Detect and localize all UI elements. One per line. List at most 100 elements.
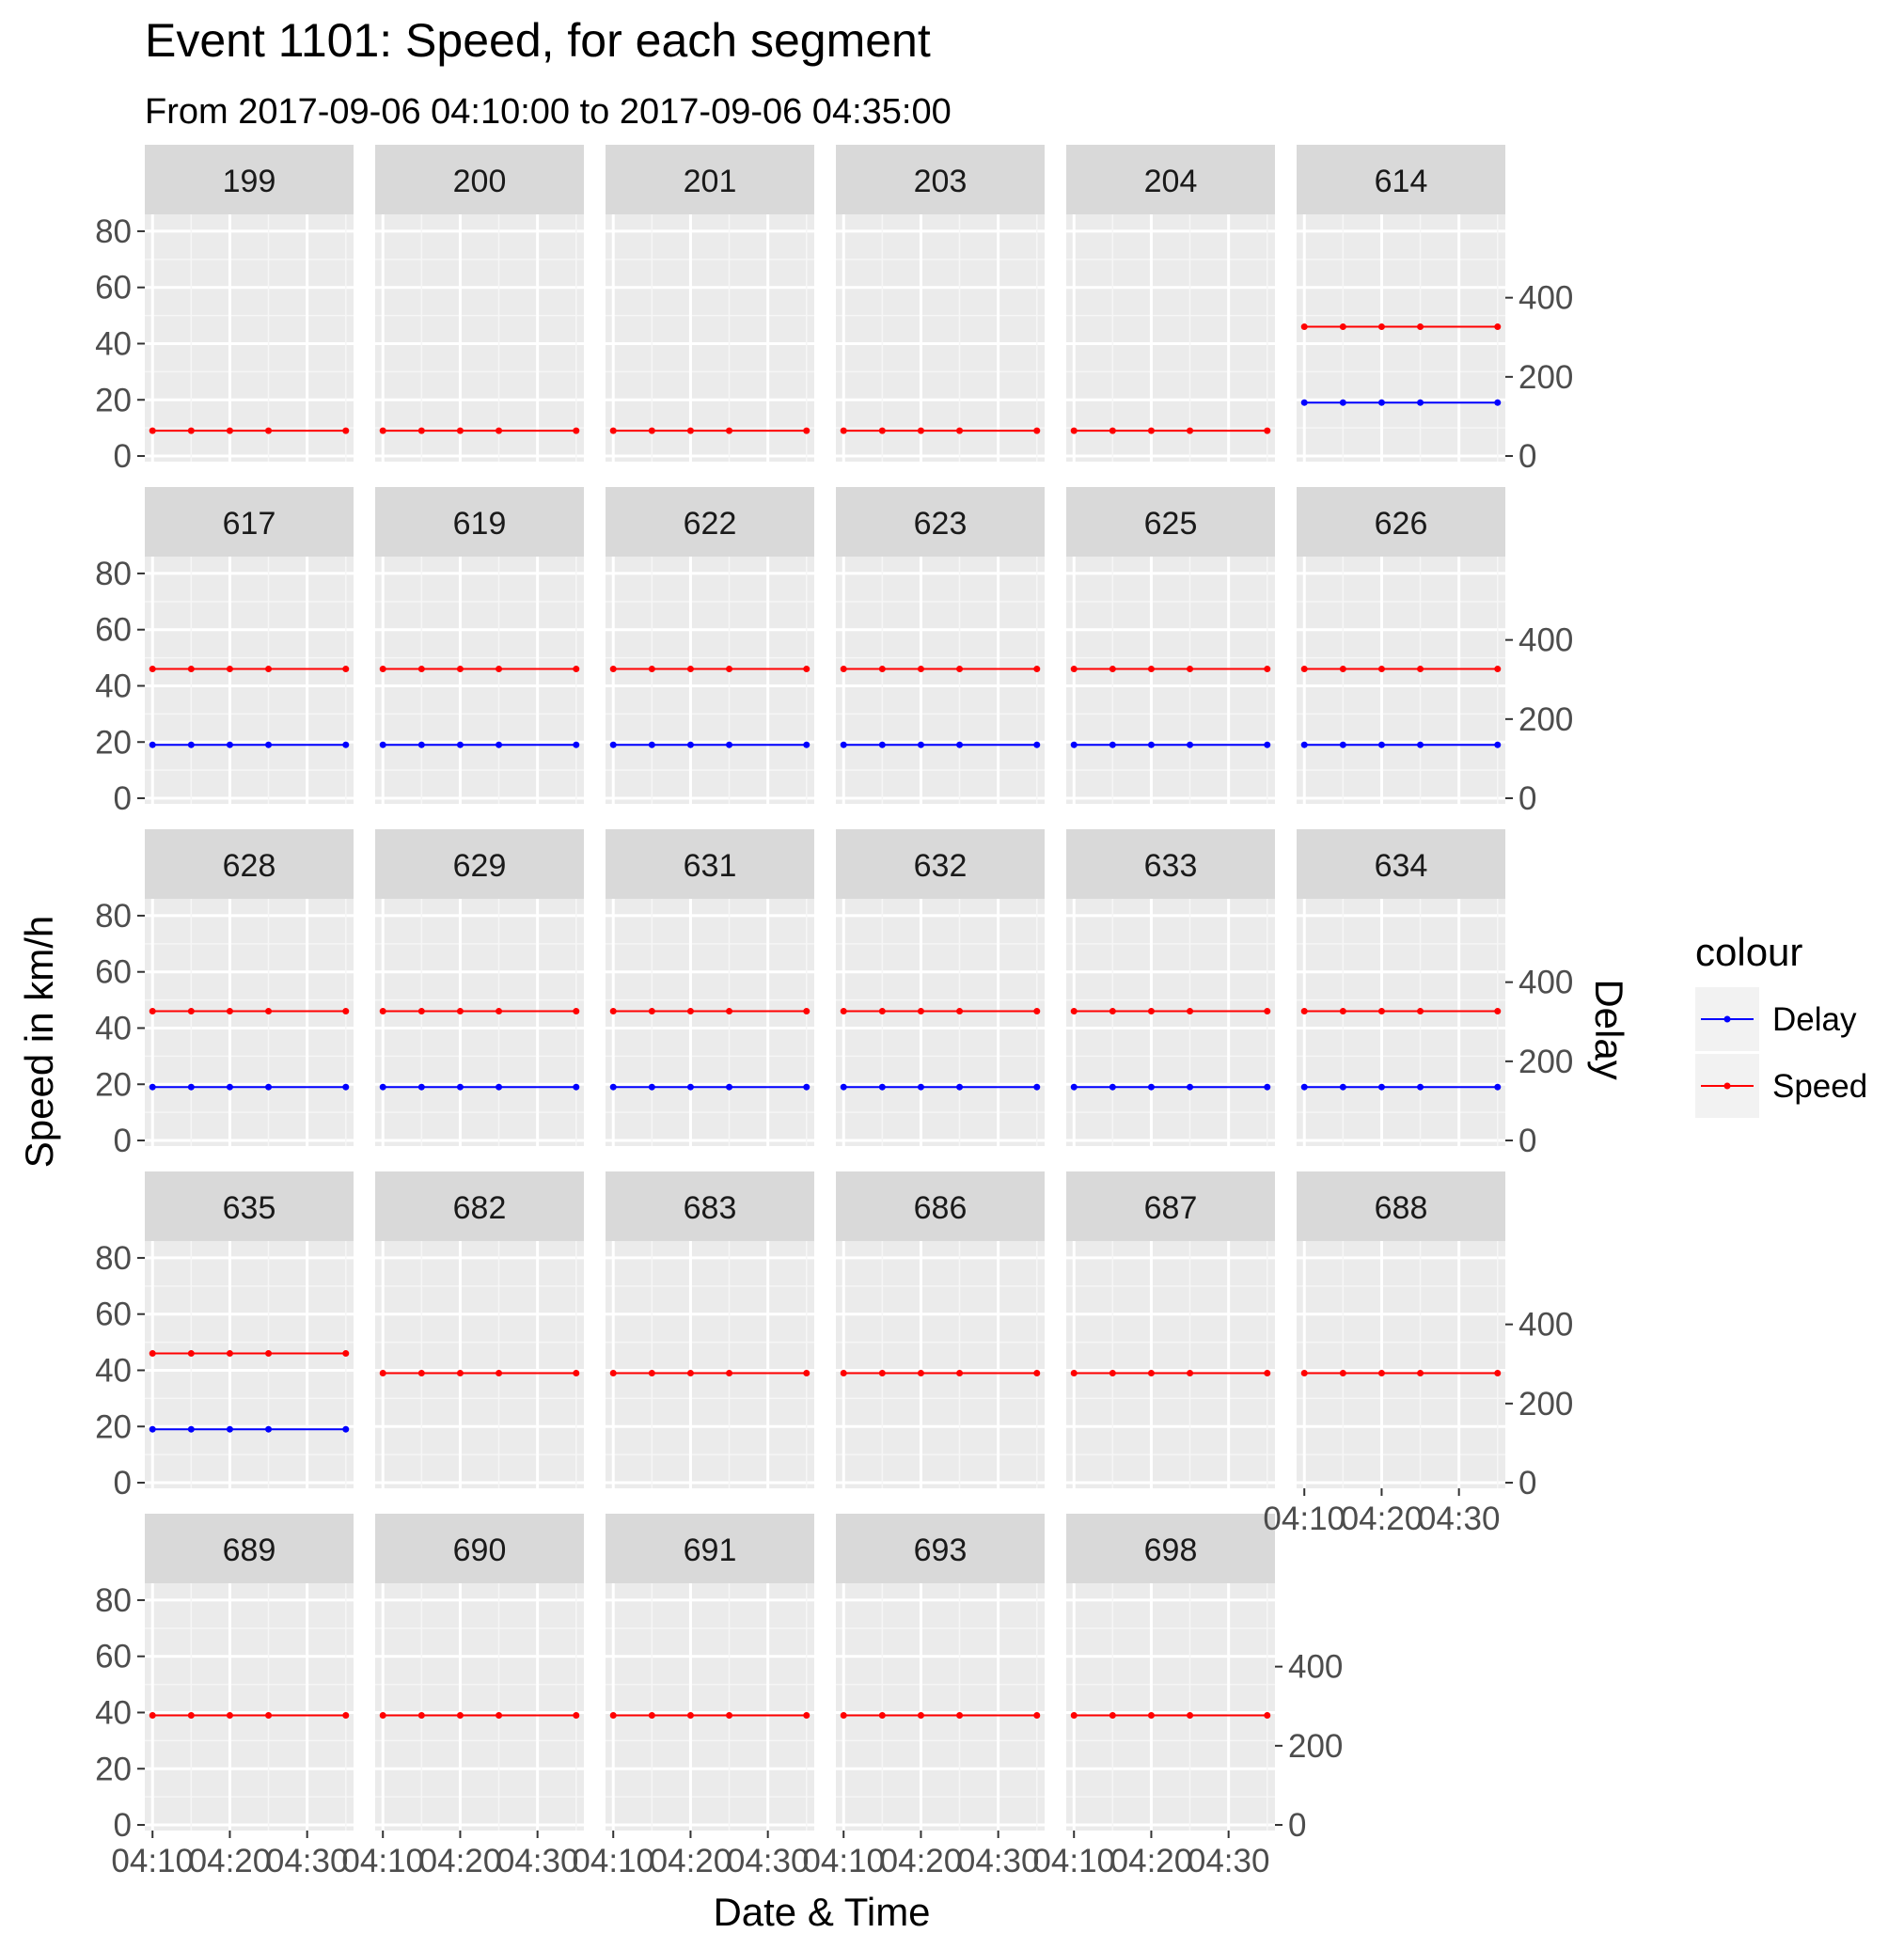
panel-background [1066,899,1275,1146]
delay-point [456,741,464,748]
speed-point [265,427,273,434]
delay-point [1377,1083,1385,1091]
delay-point [1417,399,1424,406]
y-tick-label: 60 [95,954,132,991]
facet-panel-689: 689 [145,1514,354,1831]
facet-strip-label: 614 [1375,164,1428,199]
delay-point [1417,741,1424,748]
speed-point [187,427,195,434]
facet-panel-203: 203 [836,145,1045,462]
y-tick-label: 20 [95,1751,132,1787]
speed-point [686,1711,694,1719]
speed-point [1070,1369,1078,1376]
delay-point [187,1425,195,1433]
speed-point [917,1369,924,1376]
speed-point [609,1008,617,1015]
speed-point [1377,1008,1385,1015]
delay-point [496,741,503,748]
y-tick-label: 60 [95,270,132,306]
delay-point [956,1083,964,1091]
speed-point [496,1369,503,1376]
speed-point [1109,1711,1116,1719]
x-tick-label: 04:10 [111,1843,194,1879]
speed-point [1033,1711,1041,1719]
speed-point [1339,1369,1346,1376]
x-tick-label: 04:10 [802,1843,885,1879]
speed-point [1300,323,1308,331]
delay-point [648,1083,655,1091]
speed-point [1070,427,1078,434]
x-axis-title: Date & Time [713,1890,930,1934]
facet-axes: 0204060800200400020406080020040002040608… [95,213,1573,1879]
delay-point [803,1083,810,1091]
speed-point [1187,1711,1194,1719]
delay-point [1187,741,1194,748]
speed-point [609,1711,617,1719]
speed-point [956,1008,964,1015]
speed-point [573,427,580,434]
facet-panel-632: 632 [836,829,1045,1146]
delay-point [1109,741,1116,748]
speed-point [878,666,886,673]
delay-point [1377,399,1385,406]
speed-point [379,427,386,434]
delay-point [1147,1083,1155,1091]
speed-point [1417,323,1424,331]
delay-point [149,1425,156,1433]
y-tick-label: 20 [95,382,132,418]
panel-background [1066,214,1275,462]
speed-point [878,1369,886,1376]
y-tick-label: 0 [114,1123,132,1159]
speed-point [226,427,233,434]
speed-point [1417,1369,1424,1376]
delay-point [342,1425,350,1433]
panel-background [145,1241,354,1488]
panel-background [375,1241,584,1488]
chart-title: Event 1101: Speed, for each segment [145,14,931,67]
y-tick-label: 20 [95,1066,132,1103]
delay-point [573,741,580,748]
speed-point [840,1711,847,1719]
speed-point [648,666,655,673]
delay-point [1339,1083,1346,1091]
delay-point [1494,399,1502,406]
speed-point [1109,1369,1116,1376]
legend-label: Speed [1772,1068,1867,1105]
delay-point [342,1083,350,1091]
facet-strip [606,829,814,899]
speed-point [1264,1711,1271,1719]
panel-background [606,557,814,804]
speed-point [226,666,233,673]
facet-strip [145,1171,354,1241]
speed-point [1187,666,1194,673]
speed-point [149,1350,156,1358]
y-tick-label: 40 [95,1352,132,1389]
speed-point [686,666,694,673]
speed-point [1147,1008,1155,1015]
speed-point [840,1008,847,1015]
delay-point [456,1083,464,1091]
delay-point [187,741,195,748]
delay-point [686,741,694,748]
facet-strip-label: 689 [223,1532,276,1568]
facet-strip-label: 201 [684,164,737,199]
panel-background [836,1583,1045,1831]
speed-point [1264,1008,1271,1015]
speed-point [956,1369,964,1376]
x-tick-label: 04:30 [957,1843,1040,1879]
speed-point [342,1711,350,1719]
delay-point [1494,741,1502,748]
speed-point [803,1711,810,1719]
facet-strip [1297,829,1505,899]
speed-point [496,1711,503,1719]
facet-panel-625: 625 [1066,487,1275,804]
facet-strip-label: 690 [453,1532,507,1568]
speed-point [456,666,464,673]
speed-point [573,666,580,673]
y2-tick-label: 400 [1518,280,1573,317]
delay-point [917,1083,924,1091]
speed-point [1417,1008,1424,1015]
speed-point [1264,666,1271,673]
speed-point [187,1350,195,1358]
facet-strip-label: 698 [1144,1532,1198,1568]
